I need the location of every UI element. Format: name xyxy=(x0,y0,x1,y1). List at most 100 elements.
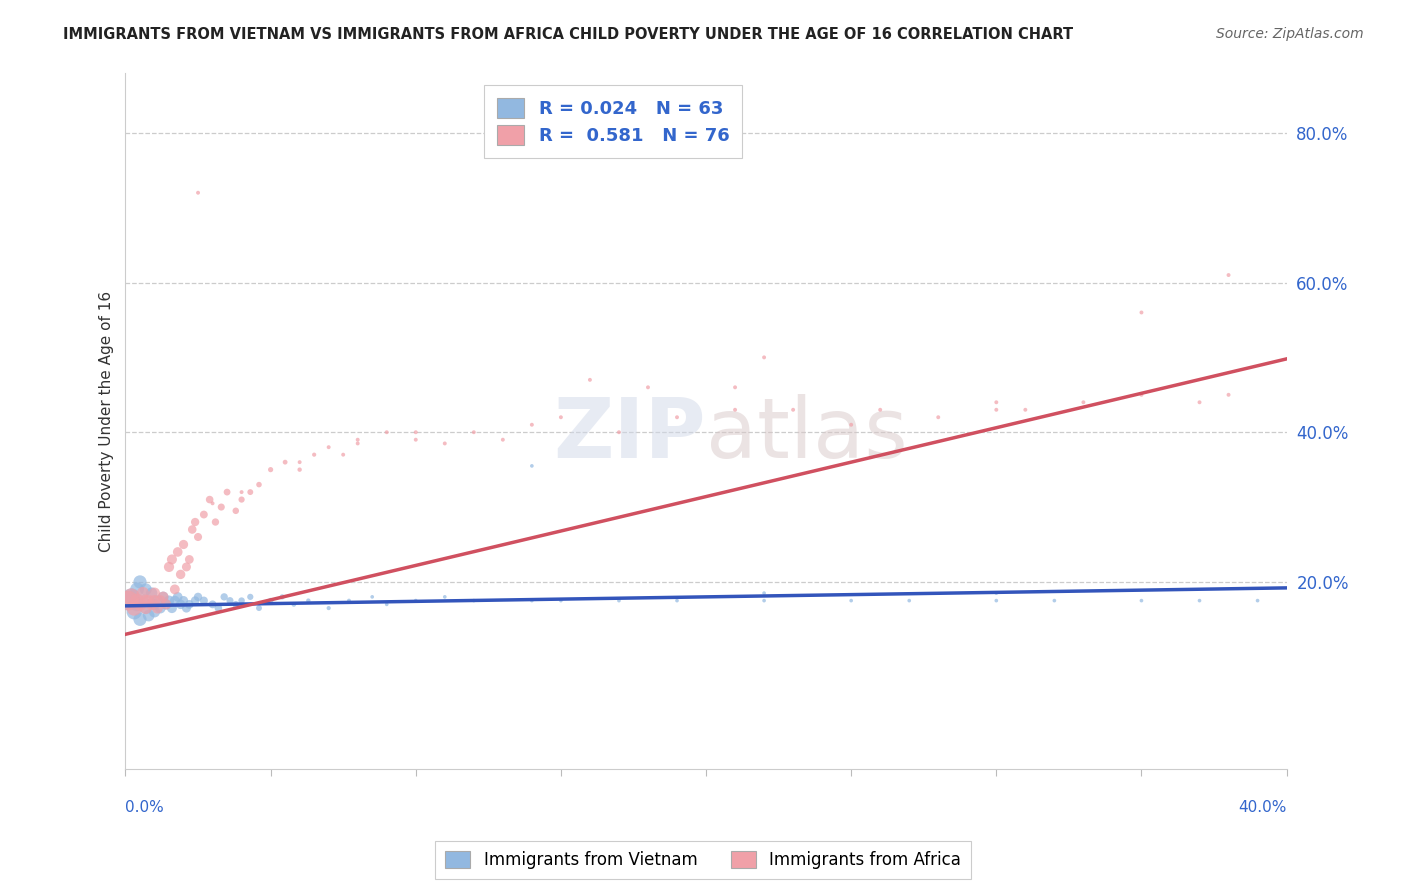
Point xyxy=(550,593,572,607)
Point xyxy=(607,425,630,440)
Point xyxy=(898,593,921,607)
Text: 40.0%: 40.0% xyxy=(1239,799,1286,814)
Legend: R = 0.024   N = 63, R =  0.581   N = 76: R = 0.024 N = 63, R = 0.581 N = 76 xyxy=(484,86,742,158)
Point xyxy=(120,590,142,604)
Point xyxy=(752,593,775,607)
Point xyxy=(181,523,204,537)
Point xyxy=(288,455,311,469)
Point xyxy=(405,433,427,447)
Point xyxy=(169,598,191,612)
Point xyxy=(135,601,157,615)
Point xyxy=(198,492,221,507)
Point xyxy=(155,598,177,612)
Point xyxy=(173,537,195,551)
Point xyxy=(141,598,163,612)
Point xyxy=(187,590,209,604)
Point xyxy=(579,373,602,387)
Point xyxy=(274,455,297,469)
Point xyxy=(1188,593,1211,607)
Text: 0.0%: 0.0% xyxy=(125,799,165,814)
Point xyxy=(135,582,157,597)
Point xyxy=(169,567,191,582)
Point xyxy=(163,582,186,597)
Point xyxy=(666,410,689,425)
Point xyxy=(752,586,775,600)
Point xyxy=(157,560,180,574)
Point xyxy=(318,440,340,454)
Point xyxy=(146,601,169,615)
Point xyxy=(176,601,198,615)
Point xyxy=(724,380,747,394)
Point xyxy=(149,601,172,615)
Point xyxy=(135,601,157,615)
Point xyxy=(204,515,226,529)
Text: IMMIGRANTS FROM VIETNAM VS IMMIGRANTS FROM AFRICA CHILD POVERTY UNDER THE AGE OF: IMMIGRANTS FROM VIETNAM VS IMMIGRANTS FR… xyxy=(63,27,1073,42)
Point xyxy=(129,612,152,626)
Text: Source: ZipAtlas.com: Source: ZipAtlas.com xyxy=(1216,27,1364,41)
Point xyxy=(152,590,174,604)
Point xyxy=(149,593,172,607)
Point xyxy=(176,560,198,574)
Point xyxy=(297,593,319,607)
Point xyxy=(231,593,253,607)
Point xyxy=(225,504,247,518)
Point xyxy=(193,508,215,522)
Point xyxy=(138,593,160,607)
Point xyxy=(125,582,148,597)
Point xyxy=(1130,305,1153,319)
Point xyxy=(122,605,145,619)
Point xyxy=(184,515,207,529)
Point xyxy=(869,402,891,417)
Point xyxy=(152,590,174,604)
Point xyxy=(217,485,239,500)
Point xyxy=(986,586,1008,600)
Point xyxy=(271,590,294,604)
Point xyxy=(160,552,183,566)
Point xyxy=(129,574,152,589)
Point xyxy=(346,433,368,447)
Legend: Immigrants from Vietnam, Immigrants from Africa: Immigrants from Vietnam, Immigrants from… xyxy=(436,841,970,880)
Point xyxy=(1246,593,1268,607)
Point xyxy=(259,463,281,477)
Point xyxy=(463,593,485,607)
Point xyxy=(117,593,139,607)
Point xyxy=(550,410,572,425)
Point xyxy=(247,601,270,615)
Point xyxy=(346,436,368,450)
Point xyxy=(332,448,354,462)
Point xyxy=(155,598,177,612)
Point xyxy=(492,433,515,447)
Point xyxy=(247,477,270,491)
Point xyxy=(361,590,384,604)
Point xyxy=(782,402,804,417)
Point xyxy=(146,593,169,607)
Point xyxy=(288,463,311,477)
Point xyxy=(125,598,148,612)
Point xyxy=(231,485,253,500)
Point xyxy=(143,593,166,607)
Point xyxy=(1218,388,1240,402)
Point xyxy=(157,593,180,607)
Point xyxy=(201,598,224,612)
Point xyxy=(117,593,139,607)
Point xyxy=(986,395,1008,409)
Point xyxy=(193,593,215,607)
Y-axis label: Child Poverty Under the Age of 16: Child Poverty Under the Age of 16 xyxy=(100,291,114,551)
Point xyxy=(173,593,195,607)
Point xyxy=(166,590,188,604)
Point xyxy=(187,186,209,200)
Point xyxy=(1130,388,1153,402)
Point xyxy=(209,500,232,514)
Point xyxy=(724,402,747,417)
Point xyxy=(927,410,949,425)
Point xyxy=(225,598,247,612)
Point xyxy=(166,545,188,559)
Point xyxy=(125,593,148,607)
Point xyxy=(179,552,201,566)
Point xyxy=(179,598,201,612)
Point xyxy=(986,593,1008,607)
Point xyxy=(141,586,163,600)
Point xyxy=(122,601,145,615)
Point xyxy=(375,425,398,440)
Point xyxy=(132,586,155,600)
